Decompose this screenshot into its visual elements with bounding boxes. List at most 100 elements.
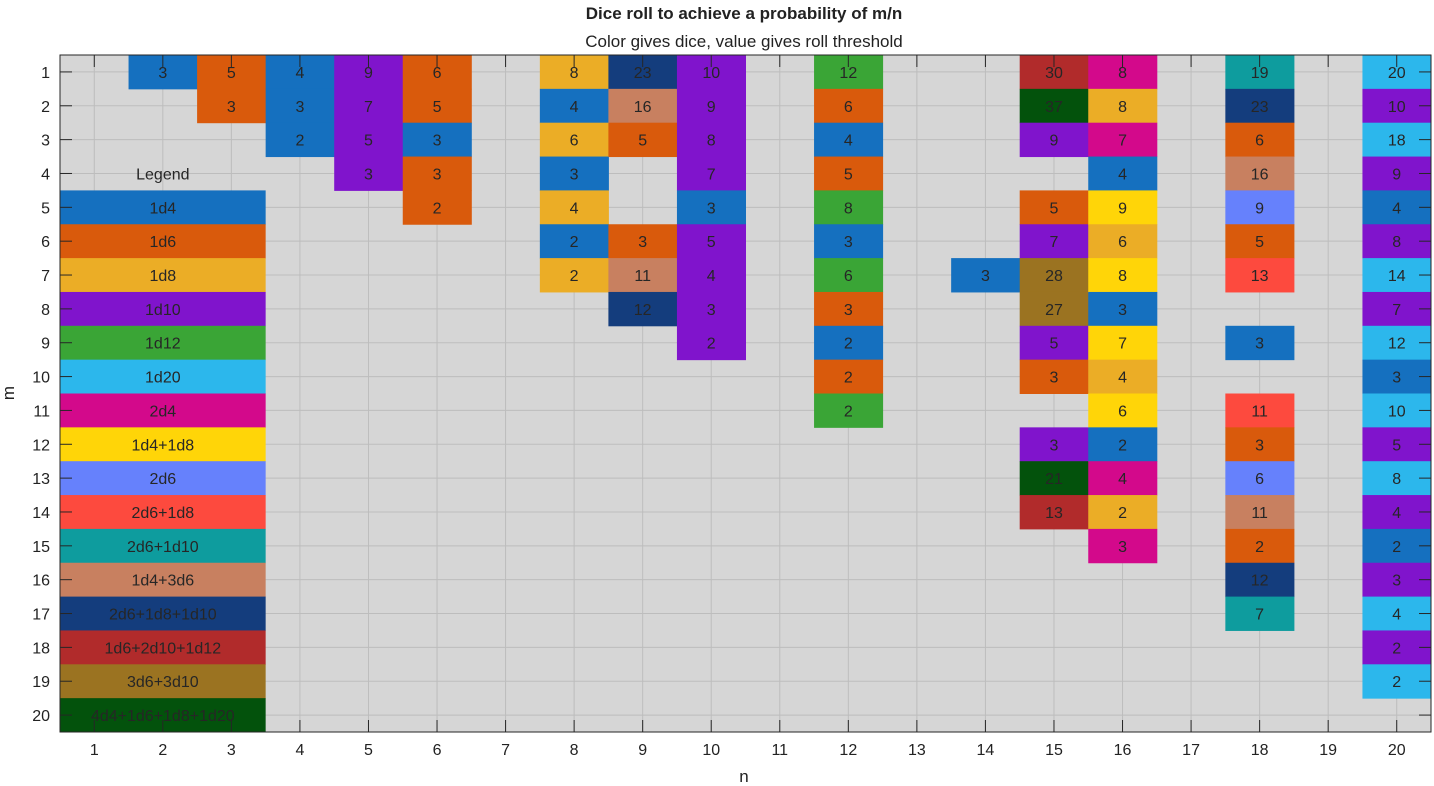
- heatmap-cell: [265, 88, 335, 124]
- x-tick-label: 5: [364, 742, 373, 759]
- cell-value-label: 2: [707, 336, 716, 353]
- legend-entry-label: 1d4: [149, 200, 176, 217]
- cell-value-label: 3: [844, 234, 853, 251]
- cell-value-label: 2: [570, 234, 579, 251]
- legend-entry-label: 1d8: [149, 268, 176, 285]
- heatmap-cell: [402, 190, 472, 225]
- cell-value-label: 5: [364, 133, 373, 150]
- cell-value-label: 8: [707, 133, 716, 150]
- cell-value-label: 9: [707, 99, 716, 116]
- cell-value-label: 2: [433, 200, 442, 217]
- heatmap-cell: [676, 291, 746, 327]
- heatmap-cell: [814, 156, 884, 191]
- cell-value-label: 6: [1118, 234, 1127, 251]
- legend-entry-label: 2d6+1d8+1d10: [109, 607, 217, 624]
- legend-entry-label: 1d4+3d6: [131, 573, 194, 590]
- cell-value-label: 3: [227, 99, 236, 116]
- x-tick-label: 10: [702, 742, 720, 759]
- cell-value-label: 3: [433, 166, 442, 183]
- cell-value-label: 30: [1045, 65, 1063, 82]
- cell-value-label: 12: [839, 65, 857, 82]
- cell-value-label: 2: [1392, 640, 1401, 657]
- heatmap-cell: [814, 258, 884, 293]
- heatmap-cell: [608, 122, 678, 158]
- cell-value-label: 23: [634, 65, 652, 82]
- cell-value-label: 4: [570, 99, 579, 116]
- heatmap-cell: [1088, 122, 1158, 158]
- heatmap-cell: [265, 122, 335, 158]
- heatmap-cell: [1019, 190, 1089, 225]
- y-tick-label: 10: [32, 370, 50, 387]
- y-tick-label: 14: [32, 505, 50, 522]
- cell-value-label: 2: [1392, 674, 1401, 691]
- cell-value-label: 6: [844, 268, 853, 285]
- cell-value-label: 6: [844, 99, 853, 116]
- cell-value-label: 9: [1050, 133, 1059, 150]
- cell-value-label: 12: [1251, 573, 1269, 590]
- y-tick-label: 19: [32, 674, 50, 691]
- heatmap-cell: [1225, 596, 1295, 631]
- cell-value-label: 8: [570, 65, 579, 82]
- heatmap-cell: [1088, 495, 1158, 530]
- cell-value-label: 3: [1050, 370, 1059, 387]
- heatmap-cell: [951, 258, 1021, 293]
- heatmap-cell: [539, 190, 609, 225]
- y-tick-label: 20: [32, 708, 50, 725]
- x-tick-label: 17: [1182, 742, 1200, 759]
- legend-entry-label: 1d4+1d8: [131, 437, 194, 454]
- cell-value-label: 5: [707, 234, 716, 251]
- cell-value-label: 2: [1392, 539, 1401, 556]
- heatmap-cell: [1019, 427, 1089, 462]
- cell-value-label: 7: [1118, 336, 1127, 353]
- cell-value-label: 4: [1118, 370, 1127, 387]
- heatmap-cell: [814, 359, 884, 394]
- cell-value-label: 3: [638, 234, 647, 251]
- cell-value-label: 14: [1388, 268, 1406, 285]
- x-tick-label: 8: [570, 742, 579, 759]
- heatmap-cell: [539, 88, 609, 124]
- heatmap-cell: [608, 224, 678, 259]
- cell-value-label: 7: [1255, 607, 1264, 624]
- heatmap-cell: [608, 291, 678, 327]
- heatmap-cell: [814, 122, 884, 158]
- cell-value-label: 9: [1118, 200, 1127, 217]
- heatmap-cell: [539, 258, 609, 293]
- cell-value-label: 8: [844, 200, 853, 217]
- heatmap-cell: [1225, 224, 1295, 259]
- legend-entry-label: 2d6: [149, 471, 176, 488]
- cell-value-label: 6: [1118, 403, 1127, 420]
- legend-swatch: [60, 630, 266, 665]
- legend-title: Legend: [136, 166, 189, 183]
- axis-ticks: 1 2 3 4 5 6 7 8 9 10 11 12 13 14 15 16 17 18 19 20123456789…: [32, 55, 1431, 759]
- cell-value-label: 7: [1392, 302, 1401, 319]
- cell-value-label: 4: [844, 133, 853, 150]
- cell-value-label: 12: [634, 302, 652, 319]
- cell-value-label: 5: [1050, 336, 1059, 353]
- cell-value-label: 2: [1118, 505, 1127, 522]
- x-tick-label: 16: [1114, 742, 1132, 759]
- y-tick-label: 2: [41, 99, 50, 116]
- cell-value-label: 11: [1251, 505, 1268, 522]
- legend-swatch: [60, 562, 266, 598]
- cell-value-label: 8: [1118, 99, 1127, 116]
- cell-value-label: 3: [364, 166, 373, 183]
- legend-swatch: [60, 224, 266, 259]
- legend-entry-label: 1d6+2d10+1d12: [105, 640, 222, 657]
- chart-subtitle: Color gives dice, value gives roll thres…: [585, 32, 903, 51]
- cell-value-label: 5: [1255, 234, 1264, 251]
- heatmap-cell: [1225, 190, 1295, 225]
- heatmap-cell: [539, 156, 609, 191]
- x-tick-label: 9: [638, 742, 647, 759]
- heatmap-cell: [676, 122, 746, 158]
- legend: Legend 1d4 1d6 1d8 1d10 1d12 1d20 2d4 1d4+1d8 2d6…: [60, 166, 266, 733]
- cell-value-label: 2: [295, 133, 304, 150]
- x-tick-label: 15: [1045, 742, 1063, 759]
- heatmap-cell: [608, 258, 678, 293]
- legend-swatch: [60, 325, 266, 361]
- x-tick-label: 3: [227, 742, 236, 759]
- cell-value-label: 4: [295, 65, 304, 82]
- legend-swatch: [60, 596, 266, 631]
- x-tick-label: 1: [90, 742, 99, 759]
- cell-value-label: 3: [1255, 336, 1264, 353]
- cell-value-label: 3: [981, 268, 990, 285]
